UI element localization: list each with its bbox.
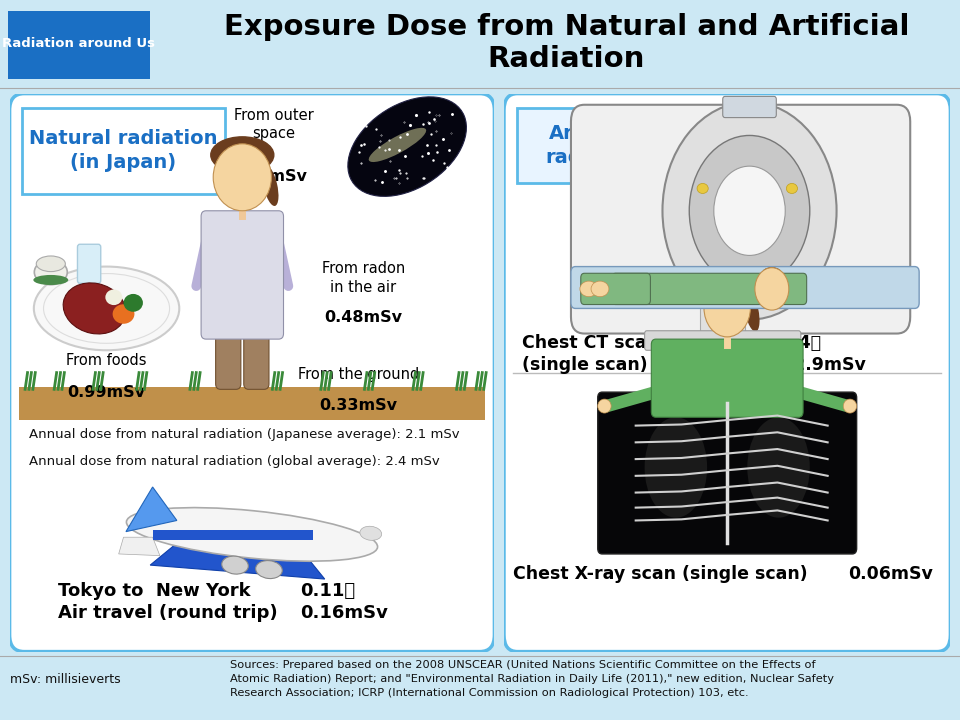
Text: From foods: From foods xyxy=(66,353,147,368)
Text: 0.11～
0.16mSv: 0.11～ 0.16mSv xyxy=(300,582,389,622)
Text: Exposure Dose from Natural and Artificial
Radiation: Exposure Dose from Natural and Artificia… xyxy=(224,13,909,73)
Ellipse shape xyxy=(762,267,781,279)
Text: From the ground: From the ground xyxy=(298,367,420,382)
Ellipse shape xyxy=(591,281,609,297)
Ellipse shape xyxy=(747,418,810,518)
Text: 0.33mSv: 0.33mSv xyxy=(320,397,397,413)
Ellipse shape xyxy=(697,184,708,194)
Ellipse shape xyxy=(580,281,598,297)
FancyBboxPatch shape xyxy=(598,392,856,554)
Ellipse shape xyxy=(744,291,759,331)
Ellipse shape xyxy=(112,305,134,324)
FancyBboxPatch shape xyxy=(571,266,919,308)
Text: mSv: millisieverts: mSv: millisieverts xyxy=(10,673,120,686)
FancyBboxPatch shape xyxy=(201,211,283,339)
Circle shape xyxy=(213,144,272,211)
Text: Annual dose from natural radiation (Japanese average): 2.1 mSv: Annual dose from natural radiation (Japa… xyxy=(29,428,460,441)
Circle shape xyxy=(689,135,810,286)
Ellipse shape xyxy=(222,556,249,574)
FancyBboxPatch shape xyxy=(571,104,910,333)
FancyBboxPatch shape xyxy=(701,300,745,339)
Polygon shape xyxy=(119,537,160,556)
FancyBboxPatch shape xyxy=(504,94,950,652)
Ellipse shape xyxy=(786,184,798,194)
FancyBboxPatch shape xyxy=(644,330,801,350)
Text: Tokyo to  New York
Air travel (round trip): Tokyo to New York Air travel (round trip… xyxy=(59,582,277,622)
Circle shape xyxy=(704,279,751,337)
FancyBboxPatch shape xyxy=(651,339,804,418)
Ellipse shape xyxy=(63,283,126,334)
Ellipse shape xyxy=(702,275,753,303)
Polygon shape xyxy=(150,537,324,579)
Text: 0.99mSv: 0.99mSv xyxy=(67,385,146,400)
FancyBboxPatch shape xyxy=(517,107,671,183)
Polygon shape xyxy=(126,487,177,531)
FancyBboxPatch shape xyxy=(244,305,269,390)
FancyBboxPatch shape xyxy=(78,244,101,283)
Ellipse shape xyxy=(106,289,122,305)
FancyBboxPatch shape xyxy=(19,387,485,420)
Text: 0.48mSv: 0.48mSv xyxy=(324,310,402,325)
Ellipse shape xyxy=(348,97,467,197)
Ellipse shape xyxy=(598,399,612,413)
FancyBboxPatch shape xyxy=(10,94,494,652)
Text: From outer
space: From outer space xyxy=(234,107,314,141)
Ellipse shape xyxy=(211,137,274,173)
Text: Radiation around Us: Radiation around Us xyxy=(2,37,156,50)
Circle shape xyxy=(714,166,785,256)
FancyBboxPatch shape xyxy=(216,305,241,390)
FancyBboxPatch shape xyxy=(612,274,806,305)
Ellipse shape xyxy=(369,128,426,162)
Text: 0.3mSv: 0.3mSv xyxy=(240,169,307,184)
Ellipse shape xyxy=(644,418,708,518)
Ellipse shape xyxy=(35,260,67,284)
Text: Artificial
radiation: Artificial radiation xyxy=(545,125,645,167)
Circle shape xyxy=(755,268,789,310)
Text: Sources: Prepared based on the 2008 UNSCEAR (United Nations Scientific Committee: Sources: Prepared based on the 2008 UNSC… xyxy=(230,660,834,698)
Ellipse shape xyxy=(360,526,382,540)
Ellipse shape xyxy=(36,256,65,271)
Ellipse shape xyxy=(43,274,170,343)
Text: Natural radiation
(in Japan): Natural radiation (in Japan) xyxy=(29,130,218,172)
Text: 2.4～
12.9mSv: 2.4～ 12.9mSv xyxy=(780,333,866,374)
Text: Annual dose from natural radiation (global average): 2.4 mSv: Annual dose from natural radiation (glob… xyxy=(29,455,440,468)
FancyBboxPatch shape xyxy=(153,530,313,540)
Text: 0.06mSv: 0.06mSv xyxy=(848,565,932,583)
Text: Chest CT scan
(single scan): Chest CT scan (single scan) xyxy=(522,333,659,374)
FancyBboxPatch shape xyxy=(723,96,777,117)
Text: Chest X-ray scan (single scan): Chest X-ray scan (single scan) xyxy=(513,565,807,583)
FancyBboxPatch shape xyxy=(8,11,150,79)
Ellipse shape xyxy=(262,166,278,206)
Ellipse shape xyxy=(34,275,68,285)
Ellipse shape xyxy=(127,508,377,561)
Circle shape xyxy=(662,102,836,320)
Ellipse shape xyxy=(843,399,856,413)
Text: From radon
in the air: From radon in the air xyxy=(322,261,405,294)
Ellipse shape xyxy=(124,294,143,312)
FancyBboxPatch shape xyxy=(581,274,651,305)
FancyBboxPatch shape xyxy=(22,107,226,194)
Ellipse shape xyxy=(34,266,180,350)
Ellipse shape xyxy=(255,561,282,579)
